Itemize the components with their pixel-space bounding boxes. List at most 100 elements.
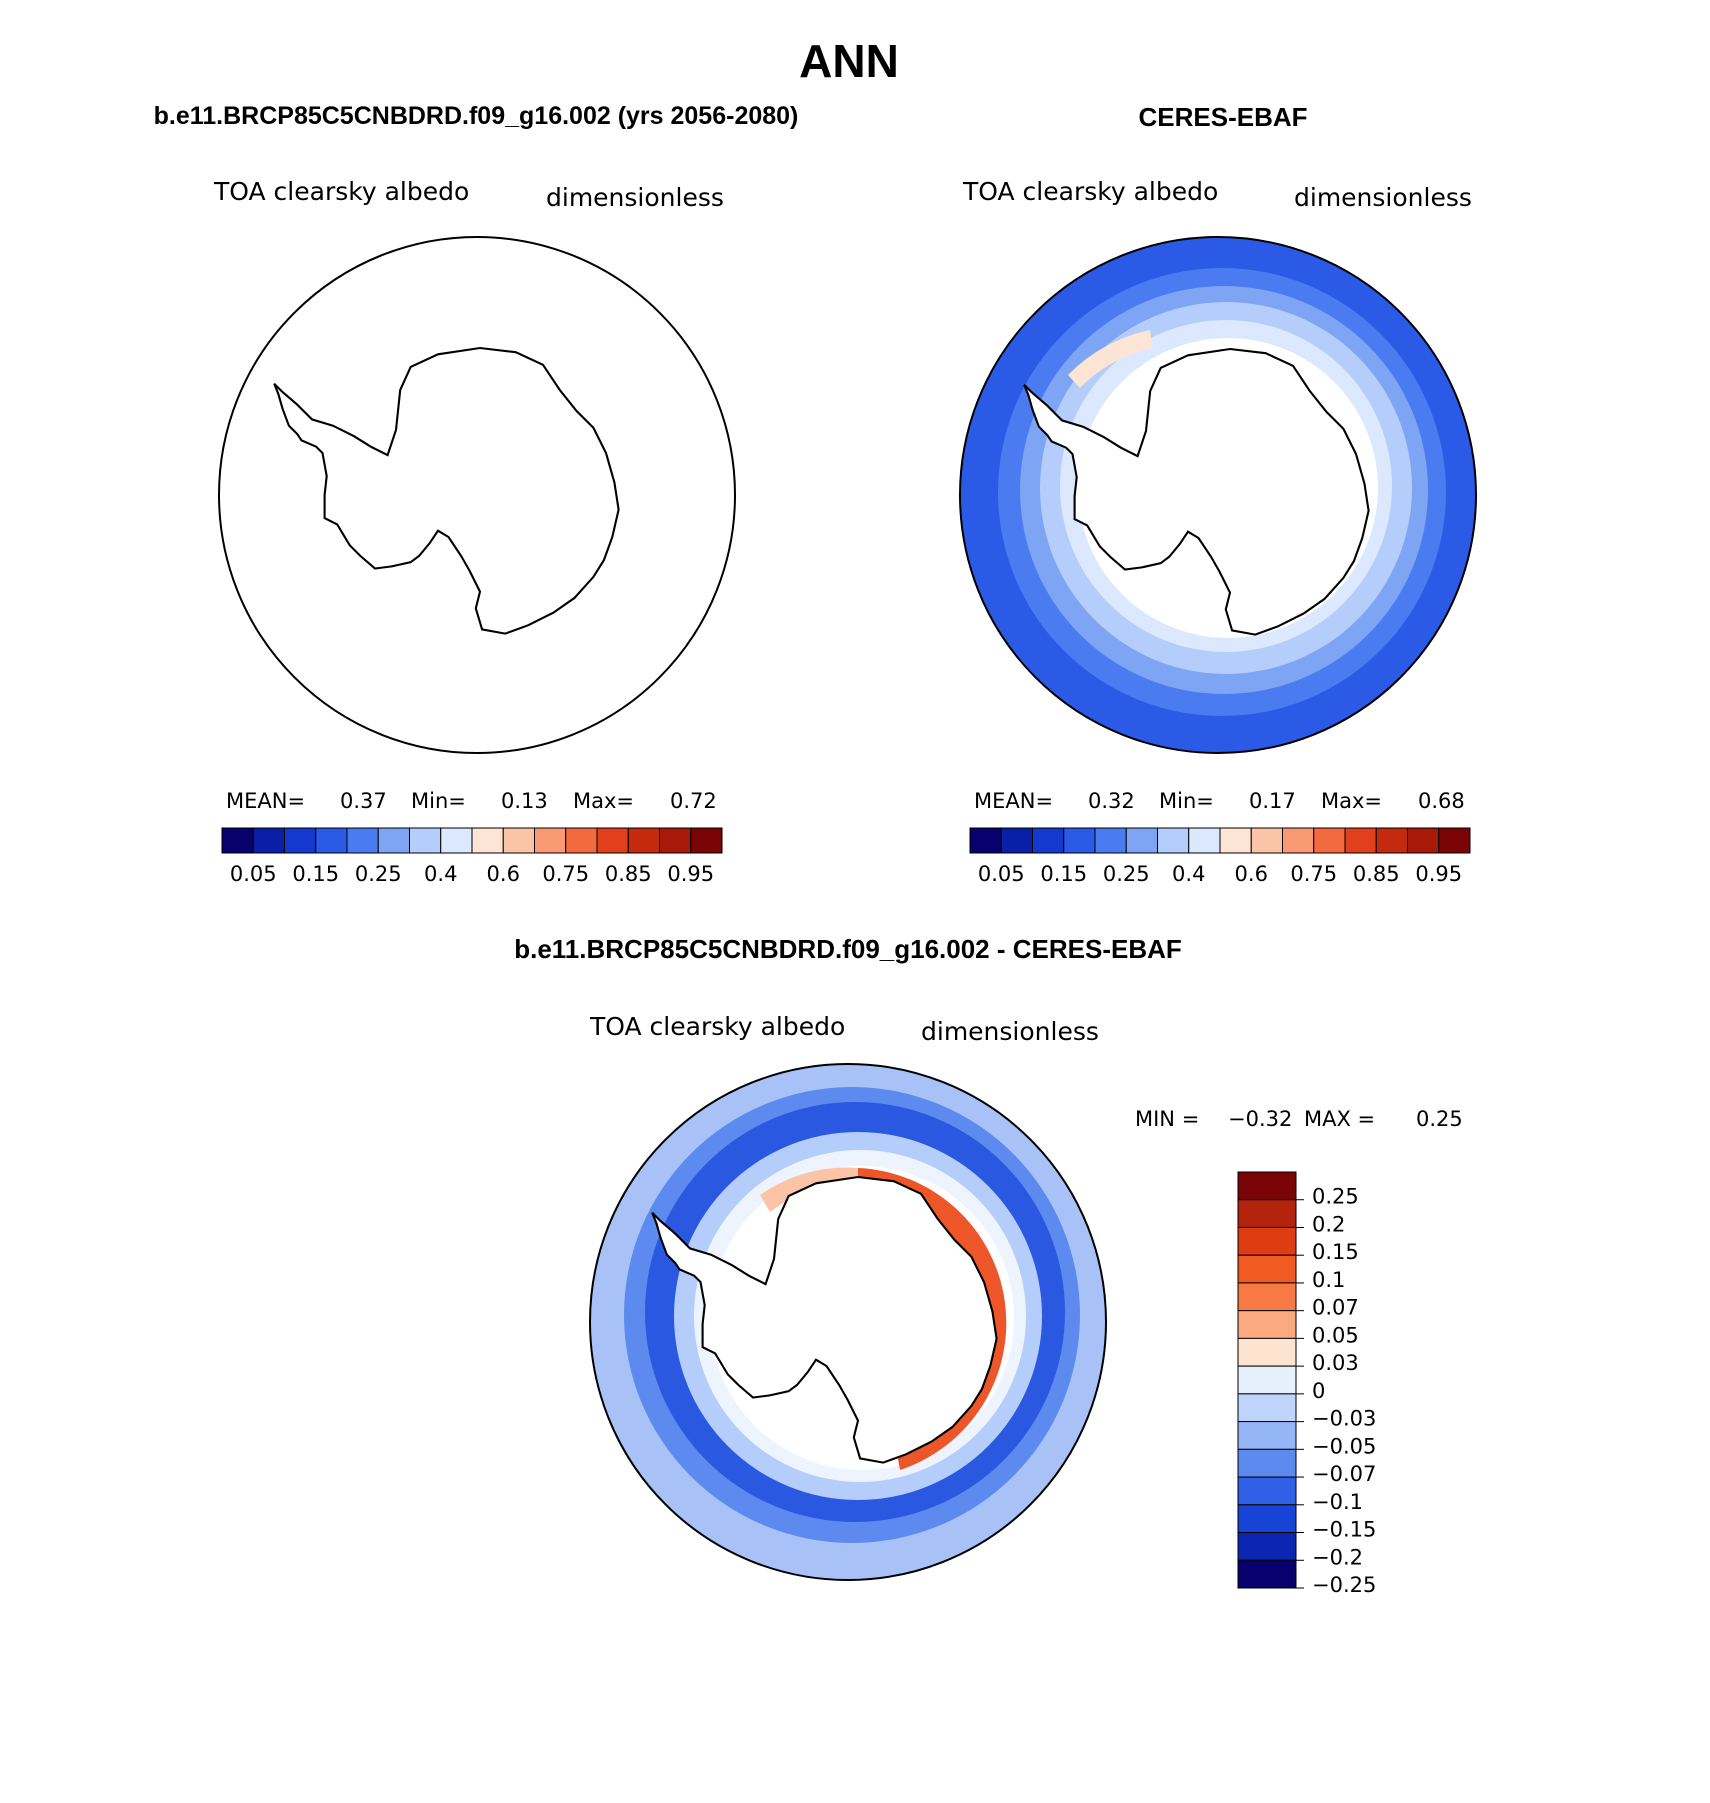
colorbar-swatch xyxy=(1032,827,1065,854)
panel-model-variable: TOA clearsky albedo xyxy=(213,177,469,206)
band-obs-coastal-arc-west xyxy=(1068,330,1152,388)
colorbar-tick-label: 0.25 xyxy=(1312,1185,1359,1209)
colorbar-tick-label: −0.15 xyxy=(1312,1518,1376,1542)
stat-mean-label: MEAN= xyxy=(226,789,305,813)
colorbar-diff: 0.25 0.2 0.15 0.1 0.07 0.05 0.03 0 −0.03 −0.05 −0.… xyxy=(1237,1171,1376,1597)
panel-diff-units: dimensionless xyxy=(921,1017,1099,1046)
colorbar-tick-label: 0.15 xyxy=(1040,862,1087,886)
colorbar-swatch xyxy=(690,827,723,854)
colorbar-swatch xyxy=(1438,827,1471,854)
stat-min-label: Min= xyxy=(1159,789,1214,813)
colorbar-swatch xyxy=(1237,1310,1297,1339)
colorbar-swatch xyxy=(440,827,473,854)
colorbar-swatch xyxy=(1237,1476,1297,1506)
stat-max-value: 0.72 xyxy=(670,789,717,813)
colorbar-swatch xyxy=(534,827,567,854)
colorbar-swatch xyxy=(565,827,598,854)
panel-model: TOA clearsky albedo dimensionless MEAN= … xyxy=(213,177,736,886)
stat-max-label: Max= xyxy=(573,789,634,813)
colorbar-swatch xyxy=(1063,827,1096,854)
colorbar-tick-label: 0.2 xyxy=(1312,1212,1345,1236)
colorbar-swatch xyxy=(1237,1393,1297,1423)
colorbar-tick-label: 0.85 xyxy=(1353,862,1400,886)
colorbar-swatch xyxy=(596,827,629,854)
colorbar-swatch xyxy=(1313,827,1346,854)
colorbar-tick-label: −0.2 xyxy=(1312,1545,1363,1569)
stat-max-value: 0.25 xyxy=(1416,1107,1463,1131)
stat-min-value: −0.32 xyxy=(1228,1107,1292,1131)
stat-mean-value: 0.32 xyxy=(1088,789,1135,813)
colorbar-swatch xyxy=(1157,827,1190,854)
colorbar-swatch xyxy=(1000,827,1033,854)
stat-min-value: 0.13 xyxy=(501,789,548,813)
colorbar-tick-label: 0.15 xyxy=(1312,1240,1359,1264)
colorbar-obs: 0.05 0.15 0.25 0.4 0.6 0.75 0.85 0.95 xyxy=(969,827,1471,886)
colorbar-swatch xyxy=(502,827,535,854)
colorbar-tick-label: 0.05 xyxy=(230,862,277,886)
stat-mean-label: MEAN= xyxy=(974,789,1053,813)
colorbar-swatch xyxy=(1237,1532,1297,1561)
colorbar-swatch xyxy=(1125,827,1158,854)
colorbar-tick-label: −0.05 xyxy=(1312,1434,1376,1458)
colorbar-swatch xyxy=(1237,1337,1297,1367)
map-model-frame xyxy=(218,236,736,754)
colorbar-swatch xyxy=(1344,827,1377,854)
panel-obs-title: CERES-EBAF xyxy=(1138,102,1307,132)
colorbar-tick-label: 0.25 xyxy=(1103,862,1150,886)
panel-obs: TOA clearsky albedo dimensionless MEAN= … xyxy=(959,177,1477,886)
colorbar-tick-label: 0.15 xyxy=(292,862,339,886)
colorbar-tick-label: 0.75 xyxy=(1290,862,1337,886)
colorbar-tick-label: 0 xyxy=(1312,1379,1325,1403)
colorbar-swatch xyxy=(1094,827,1127,854)
stat-mean-value: 0.37 xyxy=(340,789,387,813)
panel-obs-units: dimensionless xyxy=(1294,183,1472,212)
panel-obs-variable: TOA clearsky albedo xyxy=(962,177,1218,206)
colorbar-model: 0.05 0.15 0.25 0.4 0.6 0.75 0.85 0.95 xyxy=(221,827,723,886)
colorbar-swatch xyxy=(471,827,504,854)
stat-min-value: 0.17 xyxy=(1249,789,1296,813)
colorbar-tick-label: 0.03 xyxy=(1312,1351,1359,1375)
colorbar-swatch xyxy=(409,827,442,854)
colorbar-tick-label: −0.07 xyxy=(1312,1462,1376,1486)
colorbar-swatch xyxy=(659,827,692,854)
colorbar-swatch xyxy=(1375,827,1408,854)
colorbar-swatch xyxy=(627,827,660,854)
colorbar-tick-label: 0.07 xyxy=(1312,1296,1359,1320)
map-obs-frame xyxy=(959,236,1477,754)
colorbar-tick-label: 0.85 xyxy=(605,862,652,886)
colorbar-swatch xyxy=(284,827,317,854)
colorbar-tick-label: −0.1 xyxy=(1312,1490,1363,1514)
colorbar-swatch xyxy=(346,827,379,854)
colorbar-tick-label: −0.03 xyxy=(1312,1407,1376,1431)
colorbar-tick-label: 0.4 xyxy=(1172,862,1205,886)
map-diff-frame xyxy=(589,1063,1107,1581)
colorbar-swatch xyxy=(1237,1171,1297,1201)
colorbar-swatch xyxy=(1250,827,1283,854)
colorbar-tick-label: 0.95 xyxy=(1415,862,1462,886)
colorbar-swatch xyxy=(1237,1559,1297,1589)
figure-title: ANN xyxy=(799,35,899,87)
panel-model-title: b.e11.BRCP85C5CNBDRD.f09_g16.002 (yrs 20… xyxy=(154,102,799,130)
stat-max-value: 0.68 xyxy=(1418,789,1465,813)
colorbar-swatch xyxy=(1237,1448,1297,1478)
colorbar-swatch xyxy=(221,827,254,854)
colorbar-swatch xyxy=(1282,827,1315,854)
stat-max-label: Max= xyxy=(1321,789,1382,813)
stat-max-label: MAX = xyxy=(1304,1107,1375,1131)
colorbar-swatch xyxy=(1237,1254,1297,1284)
colorbar-tick-label: 0.05 xyxy=(1312,1323,1359,1347)
stat-min-label: Min= xyxy=(411,789,466,813)
colorbar-tick-label: 0.25 xyxy=(355,862,402,886)
colorbar-swatch xyxy=(315,827,348,854)
colorbar-swatch xyxy=(1219,827,1252,854)
panel-diff-title: b.e11.BRCP85C5CNBDRD.f09_g16.002 - CERES… xyxy=(514,934,1182,964)
panel-model-units: dimensionless xyxy=(546,183,724,212)
colorbar-tick-label: 0.05 xyxy=(978,862,1025,886)
colorbar-tick-label: 0.4 xyxy=(424,862,457,886)
colorbar-swatch xyxy=(969,827,1002,854)
colorbar-swatch xyxy=(1188,827,1221,854)
colorbar-tick-label: 0.1 xyxy=(1312,1268,1345,1292)
colorbar-swatch xyxy=(1237,1504,1297,1534)
colorbar-tick-label: −0.25 xyxy=(1312,1573,1376,1597)
panel-obs-stats: MEAN= 0.32 Min= 0.17 Max= 0.68 xyxy=(974,789,1465,813)
